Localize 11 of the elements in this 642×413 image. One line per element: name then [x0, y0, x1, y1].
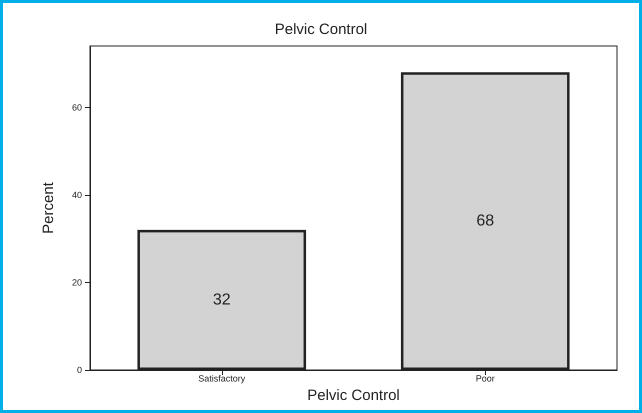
y-tick-label: 40: [72, 190, 82, 200]
data-label: 68: [476, 212, 494, 230]
y-tick-label: 0: [76, 365, 82, 375]
x-tick-label: Satisfactory: [198, 374, 246, 384]
x-axis-title: Pelvic Control: [307, 387, 400, 404]
chart-title: Pelvic Control: [274, 21, 368, 38]
x-tick-label: Poor: [476, 374, 495, 384]
y-axis-title: Percent: [40, 181, 57, 234]
data-label: 32: [212, 291, 231, 308]
y-tick-label: 20: [72, 277, 82, 288]
y-tick-label: 60: [72, 102, 82, 112]
